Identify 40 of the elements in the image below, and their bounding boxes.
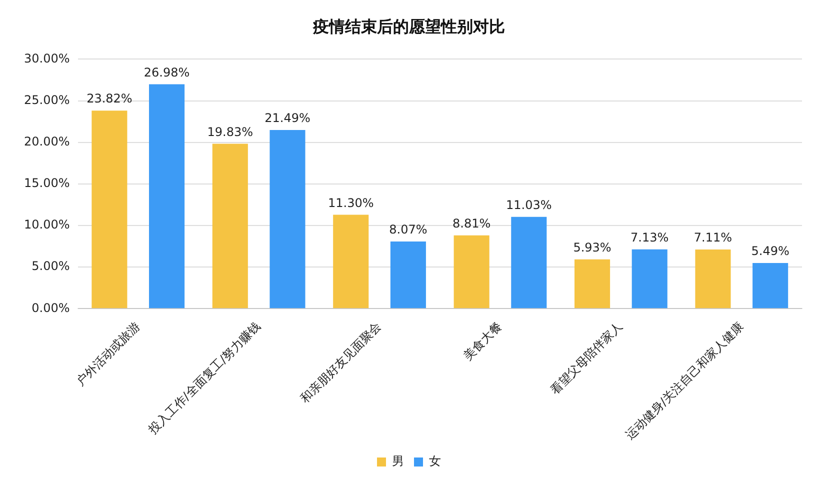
x-tick-label: 投入工作/全面复工/努力赚钱 <box>144 319 264 438</box>
data-label: 26.98% <box>144 65 190 80</box>
bar <box>695 250 731 308</box>
legend-label: 男 <box>392 454 404 468</box>
bar <box>390 242 426 308</box>
x-tick-label: 看望父母陪伴家人 <box>547 319 626 397</box>
y-tick-label: 30.00% <box>24 51 70 66</box>
x-tick-label: 和亲朋好友见面聚会 <box>298 319 384 406</box>
bar <box>333 214 369 308</box>
bar <box>752 263 788 308</box>
bar <box>511 216 547 308</box>
data-label: 21.49% <box>264 111 310 126</box>
bar <box>454 235 490 308</box>
y-tick-label: 20.00% <box>24 134 70 148</box>
bar <box>212 144 248 308</box>
data-label: 8.81% <box>452 216 491 231</box>
data-label: 5.93% <box>573 240 612 254</box>
y-tick-label: 0.00% <box>32 300 70 315</box>
data-label: 23.82% <box>86 92 132 106</box>
y-tick-label: 25.00% <box>24 92 70 107</box>
data-label: 19.83% <box>207 124 254 139</box>
y-tick-label: 5.00% <box>32 259 70 274</box>
y-tick-label: 15.00% <box>24 176 70 190</box>
y-tick-label: 10.00% <box>24 218 70 232</box>
legend-label: 女 <box>429 454 441 468</box>
data-label: 11.30% <box>328 196 374 210</box>
data-label: 7.11% <box>694 230 732 245</box>
x-tick-label: 户外活动或旅游 <box>73 319 142 388</box>
data-label: 5.49% <box>751 244 790 258</box>
data-label: 11.03% <box>506 198 552 212</box>
bar <box>632 249 668 308</box>
bar <box>270 130 306 308</box>
x-tick-label: 美食大餐 <box>460 319 505 364</box>
chart-title: 疫情结束后的愿望性别对比 <box>312 16 505 36</box>
data-label: 8.07% <box>389 222 428 237</box>
data-label: 7.13% <box>630 230 669 244</box>
bar <box>149 84 185 308</box>
bar <box>574 259 610 308</box>
x-tick-label: 运动健身/关注自己和家人健康 <box>622 319 746 442</box>
bar <box>92 110 128 308</box>
